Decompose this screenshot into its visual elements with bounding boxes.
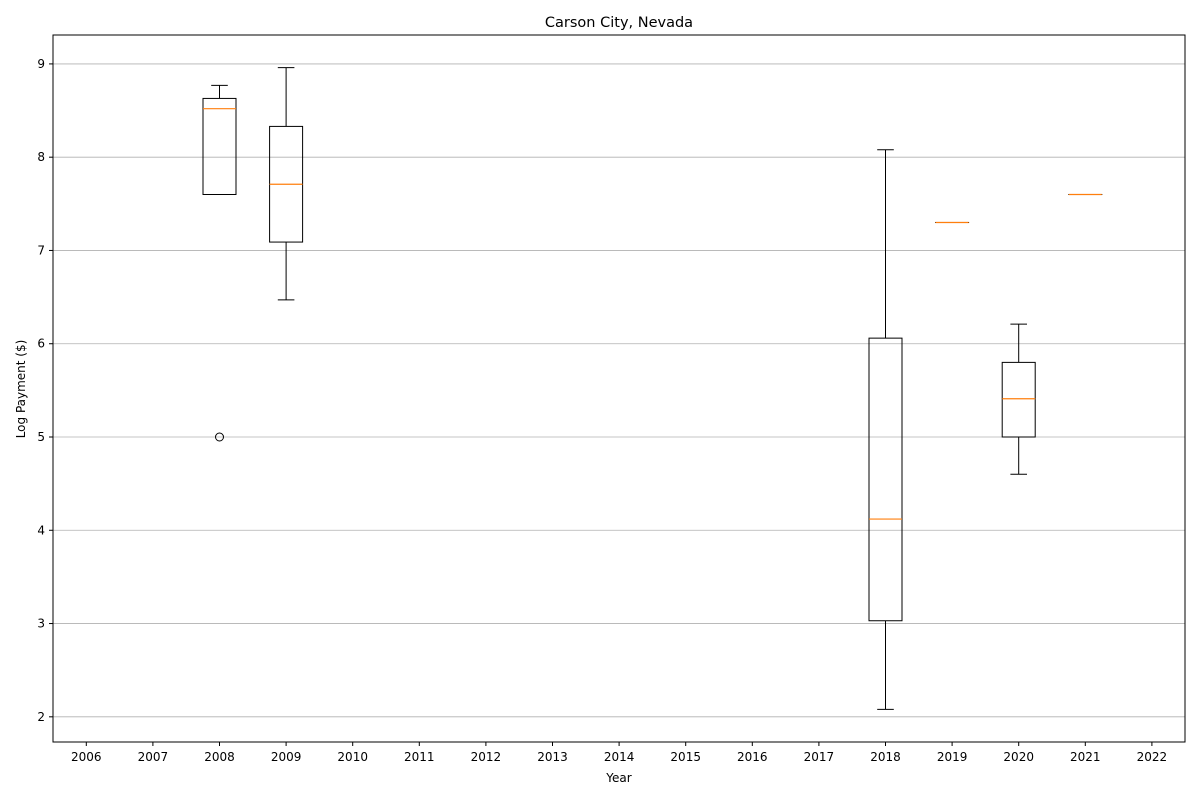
- x-tick-label: 2016: [737, 750, 768, 764]
- x-tick-label: 2017: [804, 750, 835, 764]
- x-axis-ticks: 2006 2007 2008 2009 2010 2011 2012 2013 2014 2015…: [71, 742, 1167, 764]
- iqr-box: [868, 337, 903, 622]
- y-tick-label: 2: [37, 710, 45, 724]
- y-tick-label: 3: [37, 617, 45, 631]
- x-tick-label: 2012: [471, 750, 502, 764]
- x-tick-label: 2014: [604, 750, 635, 764]
- x-tick-label: 2006: [71, 750, 102, 764]
- y-tick-label: 5: [37, 430, 45, 444]
- x-tick-label: 2008: [204, 750, 235, 764]
- y-tick-label: 7: [37, 243, 45, 257]
- outlier-point: [215, 432, 224, 442]
- y-axis-label: Log Payment ($): [14, 340, 28, 439]
- box-2018: [868, 149, 903, 710]
- y-tick-label: 6: [37, 337, 45, 351]
- plot-frame: [52, 34, 1186, 743]
- x-tick-label: 2019: [937, 750, 968, 764]
- box-2009: [269, 67, 304, 301]
- grid-lines: [53, 63, 1185, 718]
- y-axis-ticks: 2 3 4 5 6 7 8 9: [37, 57, 53, 724]
- x-tick-label: 2015: [670, 750, 701, 764]
- x-tick-label: 2021: [1070, 750, 1101, 764]
- iqr-box: [202, 97, 237, 195]
- x-tick-label: 2018: [870, 750, 901, 764]
- box-series: [202, 67, 1103, 710]
- y-tick-label: 9: [37, 57, 45, 71]
- x-axis-label: Year: [605, 771, 631, 785]
- x-tick-label: 2011: [404, 750, 435, 764]
- x-tick-label: 2009: [271, 750, 302, 764]
- box-2008: [202, 84, 237, 442]
- y-tick-label: 8: [37, 150, 45, 164]
- box-2020: [1001, 323, 1036, 475]
- chart-title: Carson City, Nevada: [545, 15, 693, 31]
- x-tick-label: 2022: [1137, 750, 1168, 764]
- x-tick-label: 2013: [537, 750, 568, 764]
- iqr-box: [1001, 361, 1036, 438]
- x-tick-label: 2020: [1003, 750, 1034, 764]
- x-tick-label: 2007: [138, 750, 169, 764]
- y-tick-label: 4: [37, 523, 45, 537]
- x-tick-label: 2010: [337, 750, 368, 764]
